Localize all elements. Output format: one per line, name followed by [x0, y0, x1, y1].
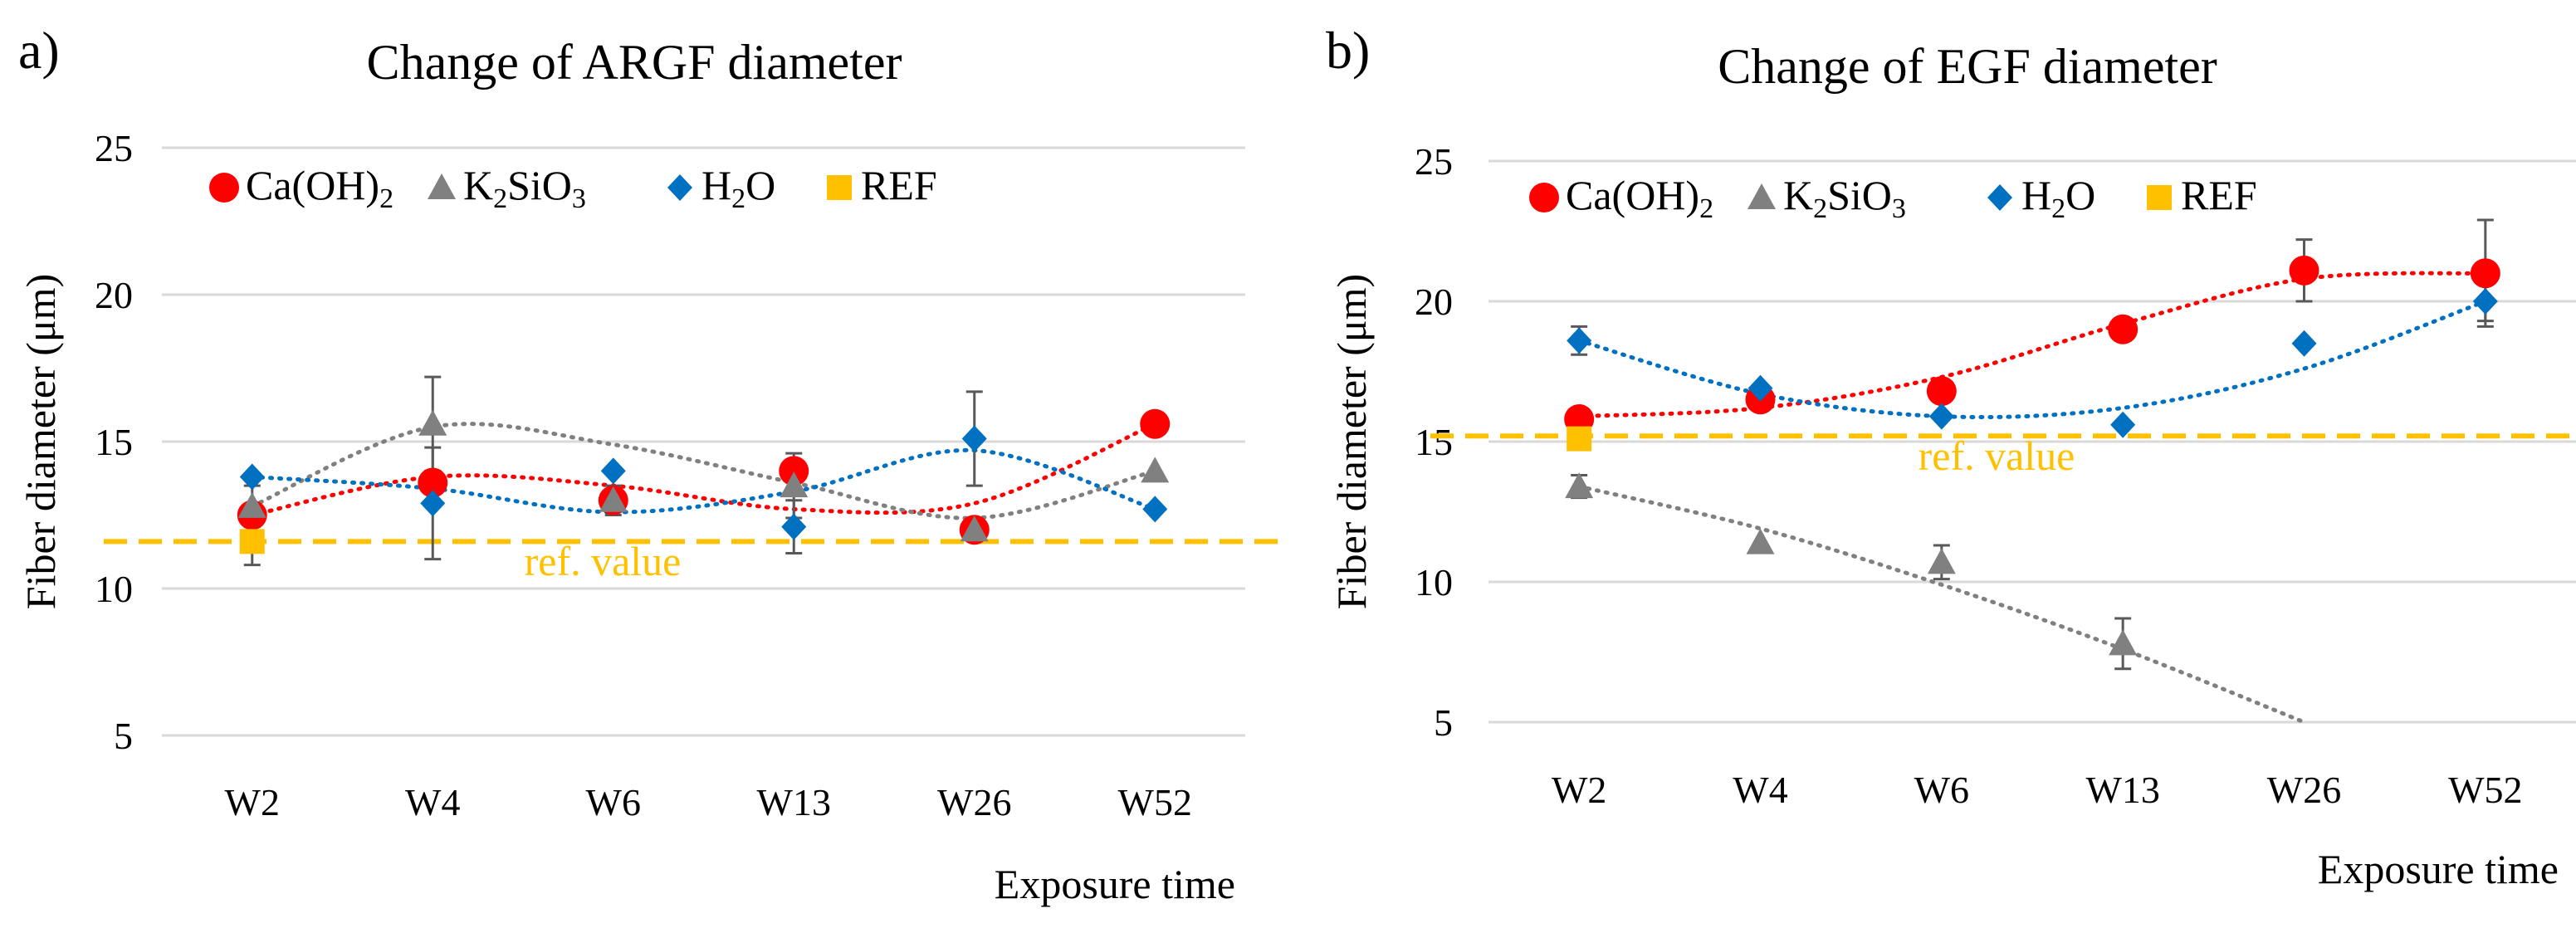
reference-label: ref. value: [1919, 432, 2075, 479]
point-H2O-W52: [1142, 496, 1168, 523]
point-Ca(OH)2-W6: [1926, 376, 1957, 407]
y-tick-label: 20: [1415, 281, 1453, 323]
chart-panel-b: b) Change of EGF diameter 5 10 15 20 25 W2 W4 W6 W…: [1326, 21, 2576, 892]
legend-marker-H2O: [1987, 184, 2012, 211]
x-axis-title: Exposure time: [2318, 846, 2559, 892]
chart-title: Change of ARGF diameter: [367, 35, 902, 90]
point-Ca(OH)2-W52: [1140, 408, 1171, 439]
point-H2O-W26: [961, 425, 987, 452]
point-H2O-W13: [781, 513, 807, 540]
point-K2SiO3-W6: [599, 486, 628, 512]
point-H2O-W13: [2110, 411, 2136, 438]
point-K2SiO3-W4: [418, 409, 447, 436]
trendline-Ca(OH)2: [250, 422, 1157, 517]
x-tick-label: W4: [405, 781, 460, 823]
y-tick-label: 10: [1415, 561, 1453, 603]
y-tick-label: 25: [1415, 140, 1453, 183]
x-tick-label: W2: [225, 781, 280, 823]
legend-label-Ca(OH)2: Ca(OH)2: [1566, 172, 1713, 224]
legend-marker-REF: [827, 175, 852, 200]
trendline-K2SiO3: [1576, 484, 2306, 725]
point-Ca(OH)2-W4: [418, 467, 448, 498]
point-K2SiO3-W2: [237, 491, 266, 518]
panel-label: b): [1326, 21, 1370, 80]
point-H2O-W4: [1747, 374, 1773, 402]
point-REF-W2: [239, 529, 265, 554]
x-tick-label: W6: [1914, 769, 1969, 811]
point-Ca(OH)2-W52: [2470, 258, 2500, 289]
y-tick-label: 10: [95, 568, 133, 610]
legend-marker-REF: [2147, 185, 2172, 210]
legend-label-K2SiO3: K2SiO3: [463, 162, 586, 214]
legend-marker-Ca(OH)2: [209, 173, 239, 203]
trendline-K2SiO3: [250, 422, 1157, 520]
x-tick-label: W26: [937, 781, 1011, 823]
legend-label-Ca(OH)2: Ca(OH)2: [246, 162, 393, 214]
point-K2SiO3-W13: [780, 471, 809, 498]
point-K2SiO3-W26: [960, 515, 989, 542]
reference-label: ref. value: [525, 538, 682, 584]
x-tick-label: W2: [1552, 769, 1606, 811]
legend-marker-Ca(OH)2: [1529, 183, 1559, 212]
y-tick-label: 15: [1415, 421, 1453, 463]
y-axis-title: Fiber diameter (μm): [17, 274, 64, 609]
legend-marker-H2O: [667, 174, 692, 201]
x-tick-label: W6: [586, 781, 641, 823]
point-H2O-W26: [2291, 330, 2317, 357]
legend-marker-K2SiO3: [428, 173, 456, 199]
legend: Ca(OH)2 K2SiO3 H2O REF: [209, 162, 937, 214]
point-K2SiO3-W13: [2109, 629, 2138, 656]
x-tick-label: W26: [2267, 769, 2341, 811]
point-Ca(OH)2-W26: [2289, 255, 2319, 286]
legend: Ca(OH)2 K2SiO3 H2O REF: [1529, 172, 2257, 224]
point-REF-W2: [1567, 426, 1592, 452]
trendline-H2O: [1576, 299, 2488, 420]
point-Ca(OH)2-W13: [2108, 314, 2139, 344]
point-H2O-W52: [2472, 288, 2498, 315]
point-K2SiO3-W6: [1927, 548, 1956, 574]
x-tick-label: W13: [757, 781, 831, 823]
chart-title: Change of EGF diameter: [1718, 39, 2217, 94]
legend-label-REF: REF: [861, 162, 937, 208]
point-Ca(OH)2-W13: [779, 456, 809, 486]
y-tick-label: 20: [95, 274, 133, 316]
legend-label-K2SiO3: K2SiO3: [1783, 172, 1906, 224]
y-tick-label: 15: [95, 421, 133, 463]
point-H2O-W6: [1928, 403, 1954, 430]
x-tick-label: W4: [1733, 769, 1787, 811]
point-H2O-W2: [1567, 327, 1592, 354]
legend-label-H2O: H2O: [701, 162, 775, 214]
y-tick-label: 25: [95, 127, 133, 169]
y-tick-label: 5: [114, 715, 133, 757]
point-K2SiO3-W52: [1141, 457, 1170, 483]
x-tick-label: W13: [2085, 769, 2159, 811]
panel-label: a): [18, 21, 60, 80]
legend-marker-K2SiO3: [1747, 183, 1776, 209]
x-tick-label: W52: [2448, 769, 2522, 811]
trendline-H2O: [250, 447, 1157, 515]
point-H2O-W6: [600, 457, 626, 485]
point-K2SiO3-W4: [1746, 528, 1775, 554]
x-tick-label: W52: [1118, 781, 1192, 823]
y-axis-title: Fiber diameter (μm): [1328, 274, 1375, 609]
trendline-Ca(OH)2: [1576, 271, 2488, 419]
chart-panel-a: a) Change of ARGF diameter 5 10 15 20 25 W2 W4 W6…: [17, 21, 1278, 907]
point-H2O-W2: [239, 463, 265, 491]
point-K2SiO3-W2: [1565, 472, 1594, 499]
legend-label-REF: REF: [2181, 172, 2257, 218]
y-tick-label: 5: [1434, 701, 1453, 744]
x-axis-title: Exposure time: [995, 861, 1235, 907]
point-H2O-W4: [420, 490, 446, 517]
legend-label-H2O: H2O: [2021, 172, 2095, 224]
